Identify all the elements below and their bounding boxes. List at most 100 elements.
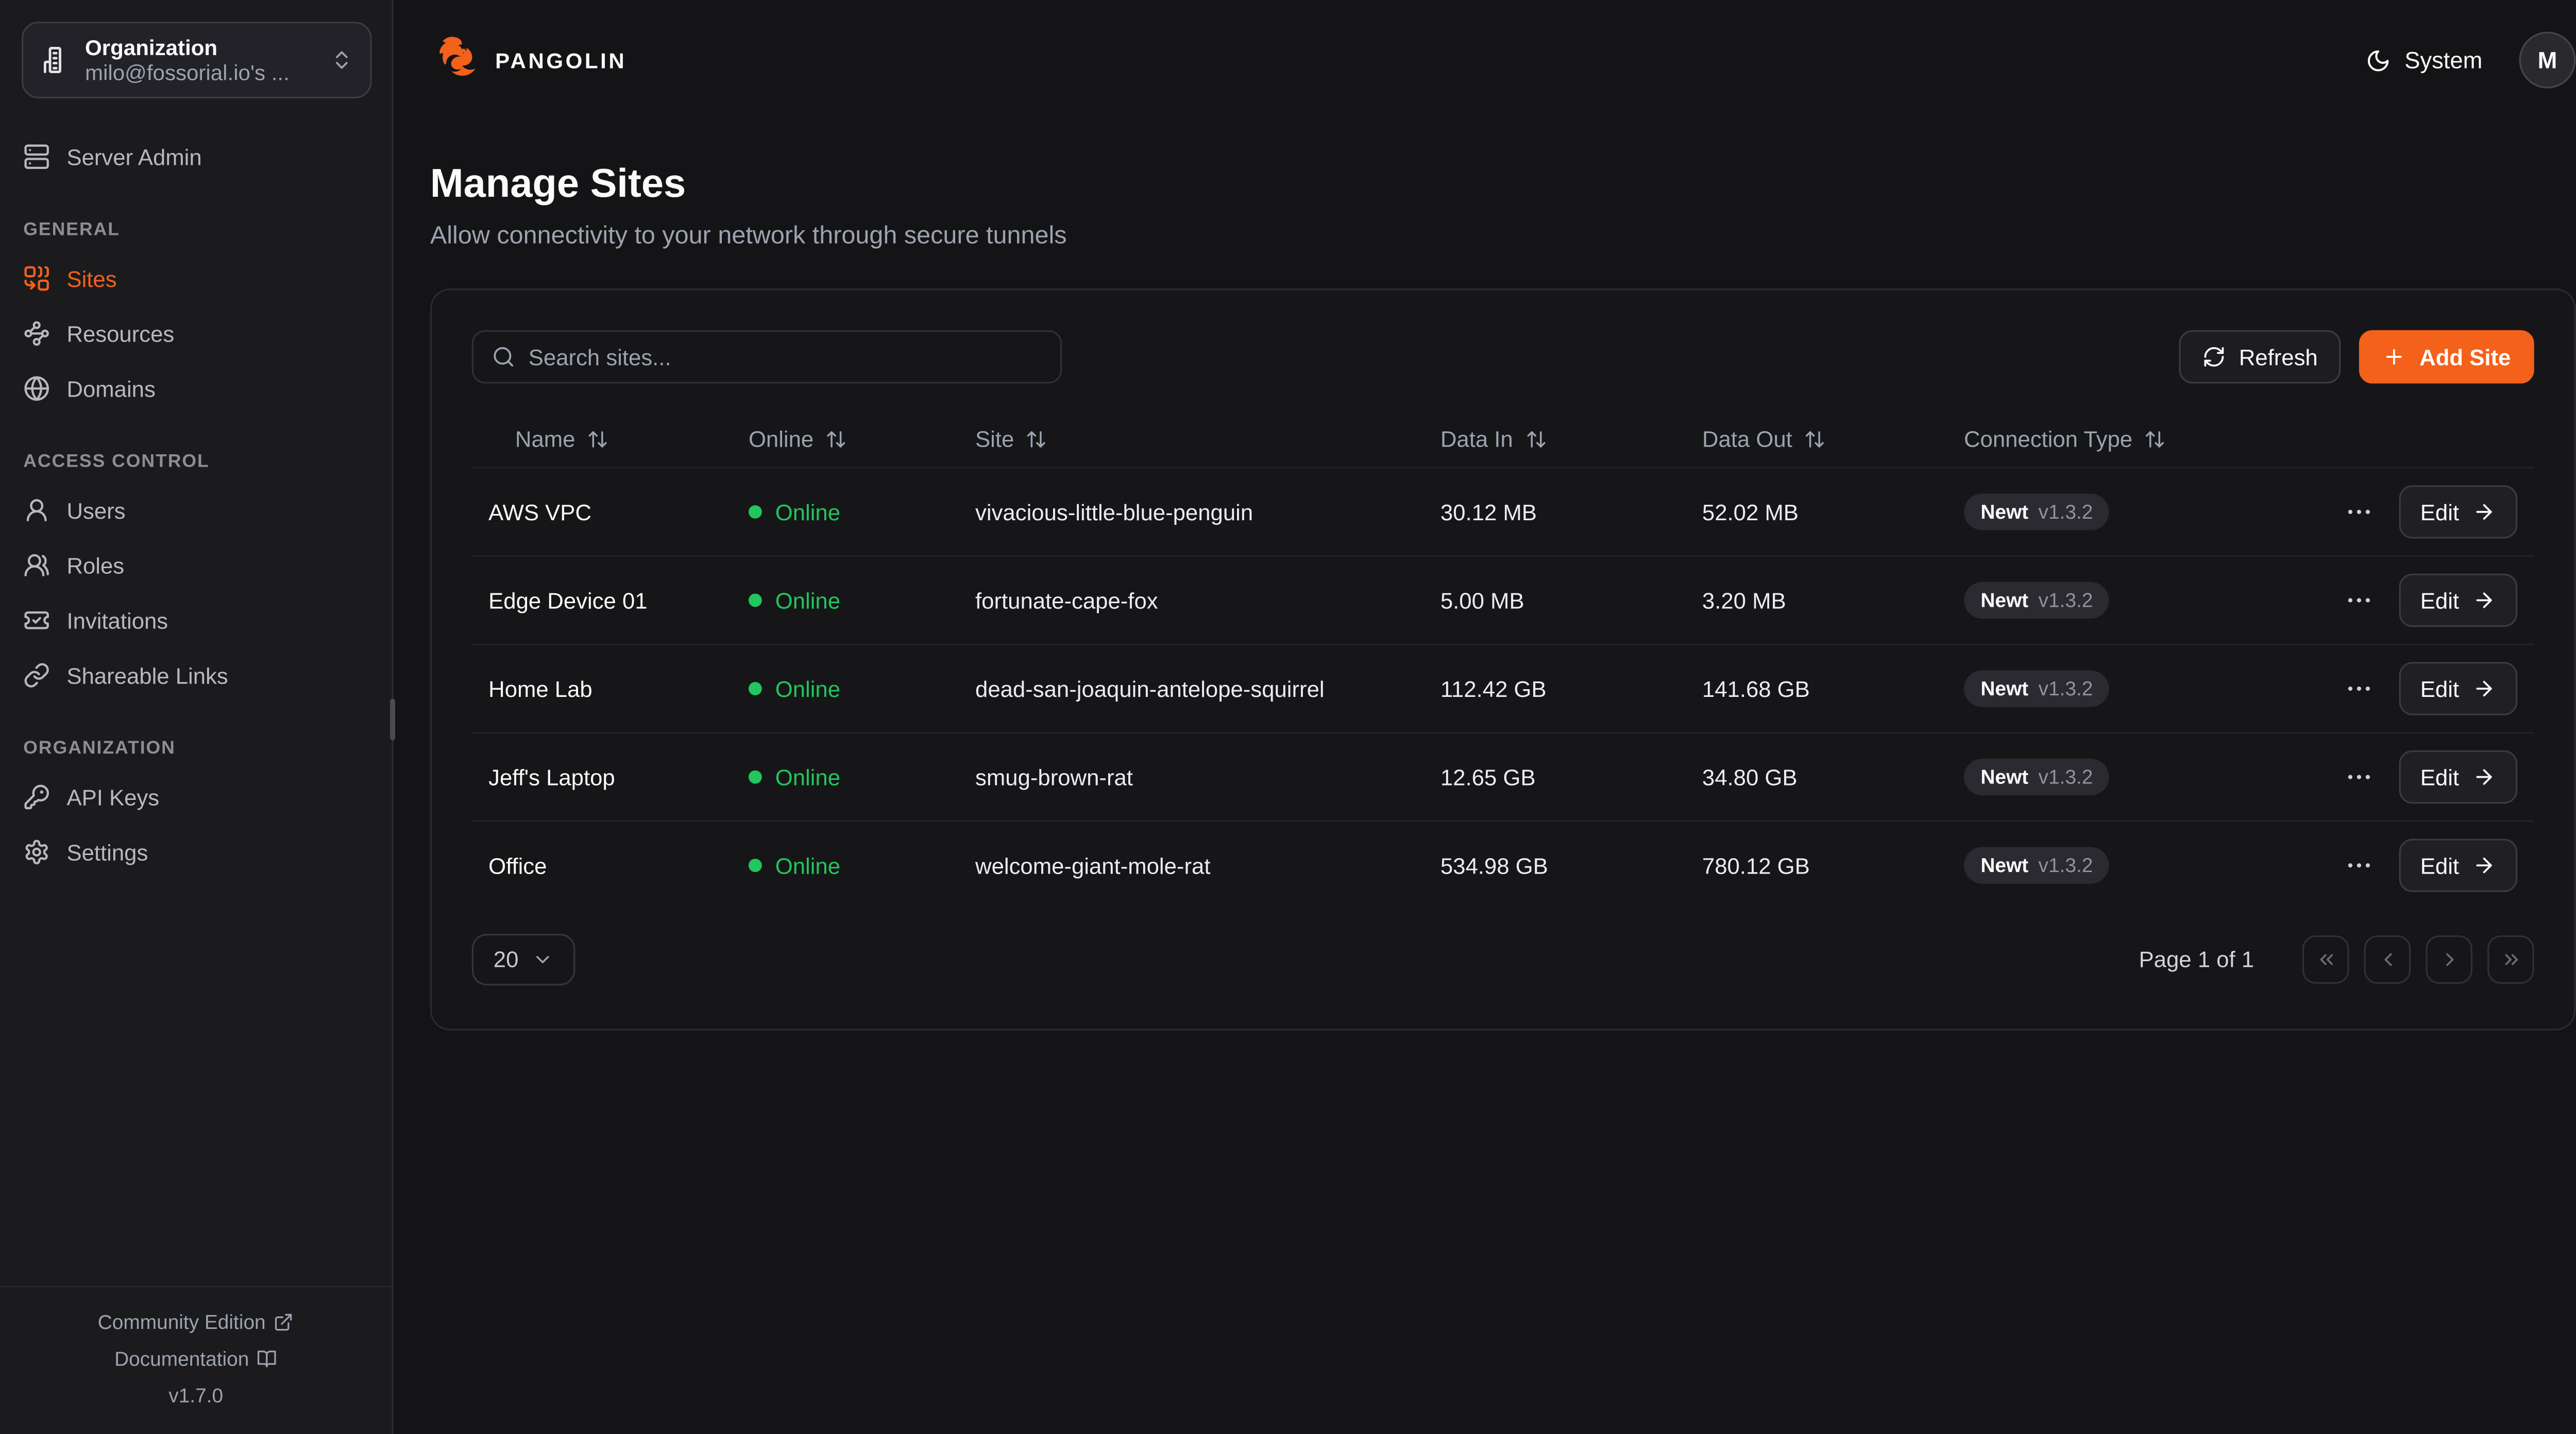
- edit-button[interactable]: Edit: [2398, 662, 2518, 715]
- arrow-right-icon: [2472, 765, 2496, 789]
- column-label: Site: [975, 426, 1014, 451]
- row-actions-cell: Edit: [2347, 573, 2534, 627]
- search-input[interactable]: [528, 344, 1042, 370]
- add-site-button[interactable]: Add Site: [2359, 330, 2534, 384]
- table-row: AWS VPC Online vivacious-little-blue-pen…: [471, 467, 2534, 555]
- sidebar-item-label: Roles: [66, 553, 125, 578]
- theme-toggle[interactable]: System: [2366, 47, 2482, 73]
- column-label: Data In: [1440, 426, 1513, 451]
- community-edition-link[interactable]: Community Edition: [0, 1304, 392, 1340]
- column-header-connection-type[interactable]: Connection Type: [1964, 426, 2358, 451]
- column-header-online[interactable]: Online: [749, 426, 975, 451]
- sites-table: Name Online Site Data In: [471, 410, 2534, 909]
- sidebar-item-server-admin[interactable]: Server Admin: [23, 133, 368, 180]
- main-area: PANGOLIN System M Manage Sites Allow con…: [395, 0, 2576, 1434]
- row-menu-button[interactable]: [2344, 762, 2374, 792]
- connection-version-label: v1.3.2: [2038, 588, 2093, 612]
- row-actions-cell: Edit: [2347, 662, 2534, 715]
- refresh-icon: [2202, 345, 2226, 368]
- connection-type-cell: Newt v1.3.2: [1963, 758, 2358, 796]
- sidebar-item-api-keys[interactable]: API Keys: [23, 774, 368, 821]
- column-label: Online: [748, 426, 814, 451]
- next-page-button[interactable]: [2426, 935, 2472, 984]
- sidebar-item-sites[interactable]: Sites: [23, 255, 368, 302]
- previous-page-button[interactable]: [2364, 935, 2411, 984]
- data-out-cell: 34.80 GB: [1702, 764, 1798, 790]
- connection-type-cell: Newt v1.3.2: [1963, 670, 2358, 707]
- connection-type-badge: Newt v1.3.2: [1963, 493, 2110, 531]
- connection-version-label: v1.3.2: [2038, 677, 2093, 701]
- ellipsis-icon: [2344, 850, 2374, 880]
- sort-icon: [587, 428, 608, 449]
- column-label: Data Out: [1702, 426, 1792, 451]
- sidebar-item-label: Shareable Links: [66, 662, 228, 688]
- link-icon: [23, 662, 50, 689]
- site-name-cell: Home Lab: [488, 676, 592, 702]
- sidebar-item-label: Server Admin: [66, 144, 202, 169]
- last-page-button[interactable]: [2487, 935, 2534, 984]
- pager-buttons: [2302, 935, 2534, 984]
- sidebar-item-settings[interactable]: Settings: [23, 829, 368, 876]
- site-status-cell: Online: [748, 588, 975, 613]
- connection-type-label: Newt: [1980, 853, 2029, 877]
- refresh-button[interactable]: Refresh: [2179, 330, 2342, 384]
- sidebar-item-resources[interactable]: Resources: [23, 310, 368, 357]
- sidebar-item-label: Domains: [66, 375, 156, 401]
- edit-button[interactable]: Edit: [2398, 750, 2518, 804]
- sidebar-item-invitations[interactable]: Invitations: [23, 597, 368, 644]
- site-status-cell: Online: [748, 676, 975, 701]
- book-open-icon: [258, 1349, 278, 1369]
- row-menu-button[interactable]: [2344, 585, 2374, 615]
- brand-logo[interactable]: PANGOLIN: [430, 35, 626, 85]
- avatar[interactable]: M: [2519, 31, 2576, 89]
- arrow-right-icon: [2472, 853, 2496, 877]
- sidebar-item-users[interactable]: Users: [23, 487, 368, 534]
- table-header-row: Name Online Site Data In: [472, 410, 2534, 467]
- section-label-organization: ORGANIZATION: [23, 739, 176, 759]
- site-status-cell: Online: [748, 500, 975, 524]
- data-in-cell: 30.12 MB: [1440, 499, 1537, 525]
- sidebar-item-domains[interactable]: Domains: [23, 365, 368, 412]
- site-slug-cell: welcome-giant-mole-rat: [975, 852, 1211, 878]
- row-menu-button[interactable]: [2344, 497, 2374, 527]
- moon-icon: [2366, 47, 2392, 73]
- external-link-icon: [274, 1312, 294, 1333]
- row-menu-button[interactable]: [2344, 850, 2374, 880]
- edit-button[interactable]: Edit: [2398, 573, 2518, 627]
- search-box: [471, 330, 1062, 384]
- chevron-down-icon: [532, 949, 553, 970]
- site-status-cell: Online: [748, 853, 975, 878]
- page-size-select[interactable]: 20: [471, 933, 575, 986]
- column-header-name[interactable]: Name: [472, 426, 749, 451]
- chevron-right-icon: [2438, 949, 2460, 970]
- column-header-data-in[interactable]: Data In: [1440, 426, 1702, 451]
- edit-button[interactable]: Edit: [2398, 839, 2518, 892]
- row-menu-button[interactable]: [2344, 674, 2374, 704]
- sidebar-item-label: Settings: [66, 839, 148, 865]
- section-label-access-control: ACCESS CONTROL: [23, 452, 210, 472]
- column-header-data-out[interactable]: Data Out: [1702, 426, 1964, 451]
- connection-type-badge: Newt v1.3.2: [1963, 847, 2110, 884]
- first-page-button[interactable]: [2302, 935, 2349, 984]
- column-label: Name: [515, 426, 575, 451]
- sidebar-resize-handle[interactable]: [390, 698, 395, 741]
- sort-icon: [2144, 428, 2166, 449]
- site-slug-cell: fortunate-cape-fox: [975, 588, 1158, 613]
- org-switcher[interactable]: Organization milo@fossorial.io's ...: [22, 22, 372, 98]
- sidebar-item-label: Invitations: [66, 607, 168, 633]
- chevron-left-icon: [2377, 949, 2398, 970]
- row-actions-cell: Edit: [2347, 485, 2534, 539]
- sort-icon: [1026, 428, 1047, 449]
- documentation-link[interactable]: Documentation: [0, 1341, 392, 1377]
- connection-type-cell: Newt v1.3.2: [1963, 847, 2358, 884]
- edit-button[interactable]: Edit: [2398, 485, 2518, 539]
- sidebar-item-shareable-links[interactable]: Shareable Links: [23, 652, 368, 699]
- sidebar-item-roles[interactable]: Roles: [23, 542, 368, 589]
- data-out-cell: 780.12 GB: [1702, 852, 1810, 878]
- topbar-right: System M: [2366, 31, 2576, 89]
- data-out-cell: 52.02 MB: [1702, 499, 1799, 525]
- column-header-site[interactable]: Site: [975, 426, 1440, 451]
- org-switcher-text: Organization milo@fossorial.io's ...: [85, 35, 315, 85]
- sidebar-footer: Community Edition Documentation v1.7.0: [0, 1285, 392, 1434]
